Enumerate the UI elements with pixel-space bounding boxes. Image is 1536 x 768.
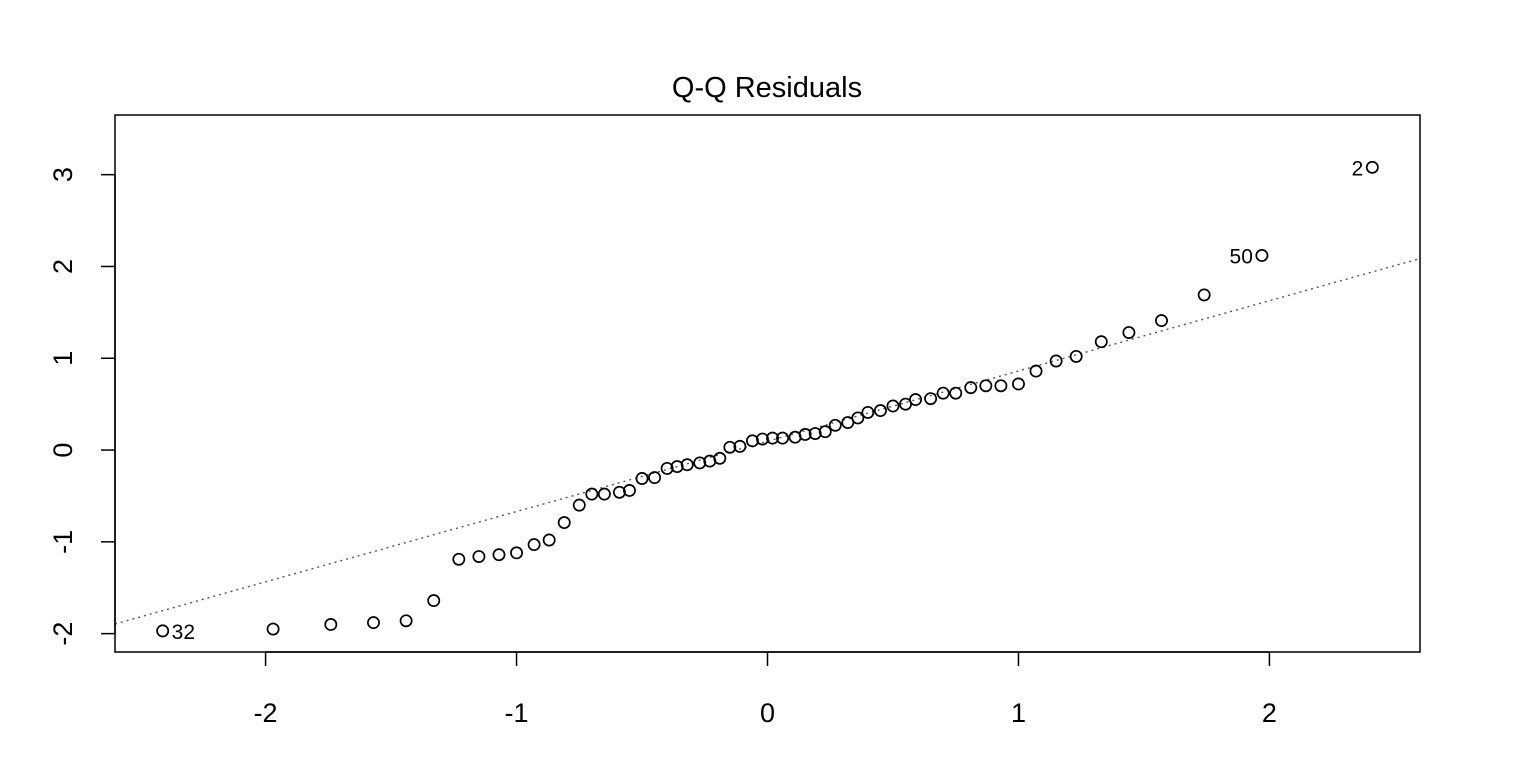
data-point xyxy=(680,458,694,472)
chart-title: Q-Q Residuals xyxy=(672,72,862,104)
data-point xyxy=(572,498,586,512)
qq-reference-line xyxy=(114,257,1421,625)
data-point xyxy=(924,392,938,406)
data-point xyxy=(1069,349,1083,363)
data-point xyxy=(886,399,900,413)
y-tick-label: 2 xyxy=(48,259,78,274)
data-point xyxy=(713,451,727,465)
point-labels-layer: 32 50 2 xyxy=(172,157,1364,644)
data-point xyxy=(542,533,556,547)
data-point xyxy=(1029,364,1043,378)
data-point xyxy=(979,379,993,393)
data-point xyxy=(1155,314,1168,328)
data-point xyxy=(1049,354,1063,368)
y-tick-label: 1 xyxy=(48,351,78,366)
data-point xyxy=(324,618,338,631)
data-point xyxy=(1365,160,1379,174)
data-point xyxy=(1012,377,1025,391)
data-point xyxy=(861,405,875,419)
data-point xyxy=(723,440,737,454)
data-point xyxy=(585,487,599,501)
data-point xyxy=(648,471,662,485)
data-point xyxy=(828,418,842,432)
data-point xyxy=(851,411,865,425)
y-tick-label: -2 xyxy=(48,622,78,646)
data-point xyxy=(1122,326,1136,340)
point-label: 2 xyxy=(1352,157,1364,180)
x-tick-label: -1 xyxy=(505,698,529,728)
data-point xyxy=(1197,288,1211,302)
data-point xyxy=(266,622,280,636)
data-point xyxy=(527,538,541,552)
data-point xyxy=(733,439,747,453)
data-point xyxy=(873,404,887,418)
data-point xyxy=(818,425,832,439)
y-tick-label: 3 xyxy=(48,167,78,182)
data-point xyxy=(964,381,978,395)
data-point xyxy=(427,594,441,608)
data-point xyxy=(399,614,413,628)
points-layer xyxy=(156,160,1379,638)
y-tick-label: 0 xyxy=(48,443,78,458)
data-point xyxy=(909,393,923,407)
y-tick-label: -1 xyxy=(48,530,78,554)
data-point xyxy=(557,516,571,530)
data-point xyxy=(367,616,380,630)
data-point xyxy=(1255,248,1269,262)
data-point xyxy=(1094,335,1108,349)
point-label: 32 xyxy=(172,621,195,644)
data-point xyxy=(156,624,170,638)
data-point xyxy=(949,386,963,400)
data-point xyxy=(452,552,466,566)
point-label: 50 xyxy=(1230,245,1253,268)
reference-line-layer xyxy=(114,257,1421,625)
plot-frame xyxy=(114,114,1421,653)
x-tick-label: 0 xyxy=(760,698,775,728)
data-point xyxy=(472,550,486,563)
data-point xyxy=(994,379,1008,393)
data-point xyxy=(510,546,523,560)
data-point xyxy=(776,431,790,445)
data-point xyxy=(756,432,769,446)
x-axis: -2 -1 0 1 2 xyxy=(254,651,1277,728)
x-tick-label: 2 xyxy=(1262,698,1277,728)
data-point xyxy=(635,472,649,485)
data-point xyxy=(492,548,506,562)
data-point xyxy=(798,427,812,441)
x-tick-label: 1 xyxy=(1011,698,1026,728)
data-point xyxy=(766,431,779,445)
data-point xyxy=(597,487,611,501)
y-axis: -2 -1 0 1 2 3 xyxy=(48,167,116,646)
x-tick-label: -2 xyxy=(254,698,278,728)
data-point xyxy=(623,483,636,497)
data-point xyxy=(936,386,950,400)
